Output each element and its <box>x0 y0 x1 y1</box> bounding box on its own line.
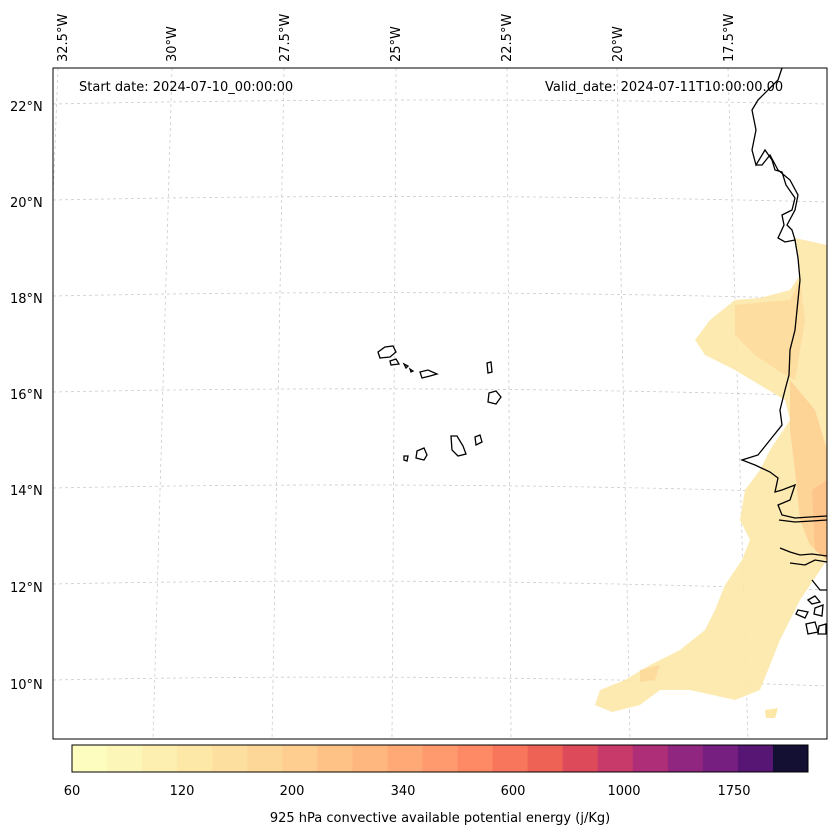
colorbar-swatch <box>737 745 774 772</box>
colorbar-swatch <box>597 745 634 772</box>
lat-tick-label: 14°N <box>10 484 43 499</box>
colorbar-frame <box>71 744 809 773</box>
lat-tick-label: 18°N <box>10 292 43 307</box>
lon-tick-label: 22.5°W <box>500 14 515 62</box>
lon-tick-labels: 32.5°W 30°W 27.5°W 25°W 22.5°W 20°W 17.5… <box>56 14 737 62</box>
lat-tick-label: 20°N <box>10 196 43 211</box>
colorbar-tick-label: 120 <box>170 784 195 799</box>
colorbar-swatch <box>212 745 248 772</box>
colorbar-swatch <box>317 745 353 772</box>
colorbar-tick-label: 1000 <box>607 784 640 799</box>
lon-tick-label: 20°W <box>611 26 626 62</box>
colorbar-swatch <box>422 745 459 772</box>
lat-tick-label: 10°N <box>10 678 43 693</box>
colorbar-swatch <box>387 745 423 772</box>
colorbar-swatch <box>142 745 178 772</box>
start-date-label: Start date: 2024-07-10_00:00:00 <box>79 80 293 95</box>
lat-tick-labels: 22°N 20°N 18°N 16°N 14°N 12°N 10°N <box>10 100 43 693</box>
colorbar-swatch <box>282 745 318 772</box>
colorbar-swatch <box>667 745 704 772</box>
colorbar-swatch <box>457 745 494 772</box>
colorbar <box>72 745 809 772</box>
colorbar-swatch <box>702 745 739 772</box>
colorbar-swatch <box>562 745 599 772</box>
colorbar-tick-label: 340 <box>391 784 416 799</box>
colorbar-tick-label: 600 <box>501 784 526 799</box>
lon-tick-label: 30°W <box>165 26 180 62</box>
lon-tick-label: 32.5°W <box>56 14 71 62</box>
colorbar-swatch <box>632 745 669 772</box>
colorbar-tick-label: 200 <box>280 784 305 799</box>
colorbar-title: 925 hPa convective available potential e… <box>270 811 610 826</box>
colorbar-tick-label: 60 <box>64 784 81 799</box>
colorbar-swatch <box>247 745 283 772</box>
lat-tick-label: 16°N <box>10 388 43 403</box>
map-panel <box>53 68 827 739</box>
colorbar-swatch <box>107 745 143 772</box>
colorbar-swatch <box>772 745 809 772</box>
colorbar-swatch <box>492 745 529 772</box>
colorbar-swatch <box>527 745 564 772</box>
lon-tick-label: 27.5°W <box>278 14 293 62</box>
lat-tick-label: 22°N <box>10 100 43 115</box>
colorbar-ticks: 60 120 200 340 600 1000 1750 <box>64 784 751 799</box>
colorbar-swatch <box>72 745 108 772</box>
cape-field <box>595 238 827 718</box>
lon-tick-label: 17.5°W <box>722 14 737 62</box>
colorbar-swatch <box>177 745 213 772</box>
map-frame <box>52 67 828 740</box>
colorbar-swatch <box>352 745 388 772</box>
coastlines <box>377 67 828 635</box>
colorbar-tick-label: 1750 <box>717 784 750 799</box>
valid-date-label: Valid_date: 2024-07-11T10:00:00.00 <box>545 80 783 95</box>
lat-tick-label: 12°N <box>10 581 43 596</box>
lon-tick-label: 25°W <box>389 26 404 62</box>
